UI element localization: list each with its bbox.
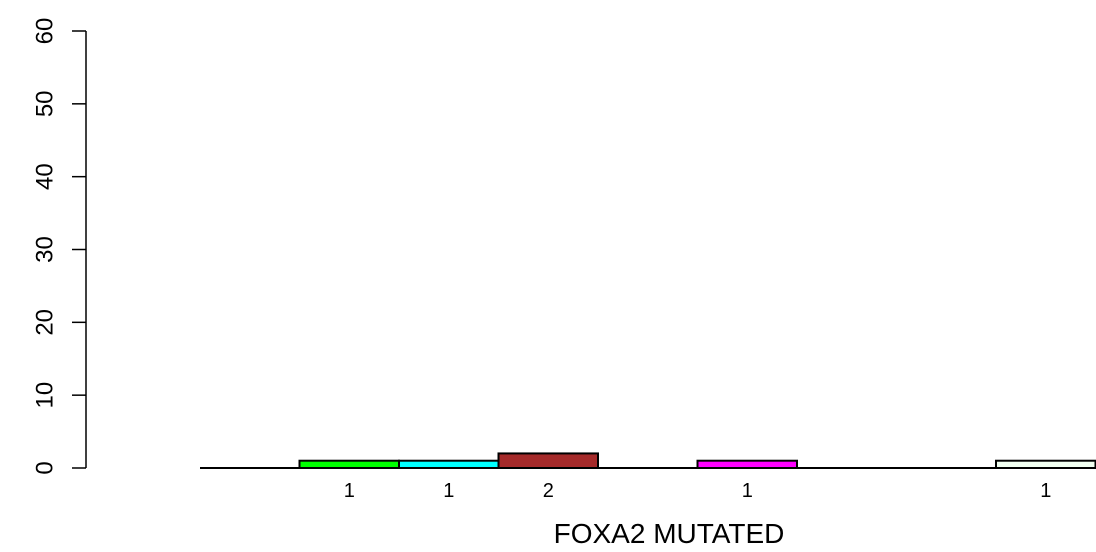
bar-value-label: 1 <box>1040 480 1051 502</box>
bars <box>298 452 1096 470</box>
y-tick-label: 0 <box>31 461 58 474</box>
y-tick-label: 50 <box>31 90 58 117</box>
bar-value-label: 2 <box>543 480 554 502</box>
y-tick-label: 30 <box>31 236 58 263</box>
bar-value-label: 1 <box>443 480 454 502</box>
y-axis: 0 10 20 30 40 50 60 <box>31 18 87 475</box>
bar <box>497 452 599 469</box>
x-axis-label: FOXA2 MUTATED <box>554 518 785 549</box>
y-tick-label: 20 <box>31 309 58 336</box>
bar-value-label: 1 <box>344 480 355 502</box>
y-tick-label: 40 <box>31 163 58 190</box>
bar-value-label: 1 <box>742 480 753 502</box>
bar <box>995 459 1096 470</box>
bar-labels: 1 1 2 1 1 <box>344 480 1052 502</box>
y-tick-label: 10 <box>31 382 58 409</box>
bar <box>298 459 400 470</box>
y-tick-label: 60 <box>31 18 58 45</box>
bar <box>696 459 798 470</box>
bar <box>398 459 500 470</box>
